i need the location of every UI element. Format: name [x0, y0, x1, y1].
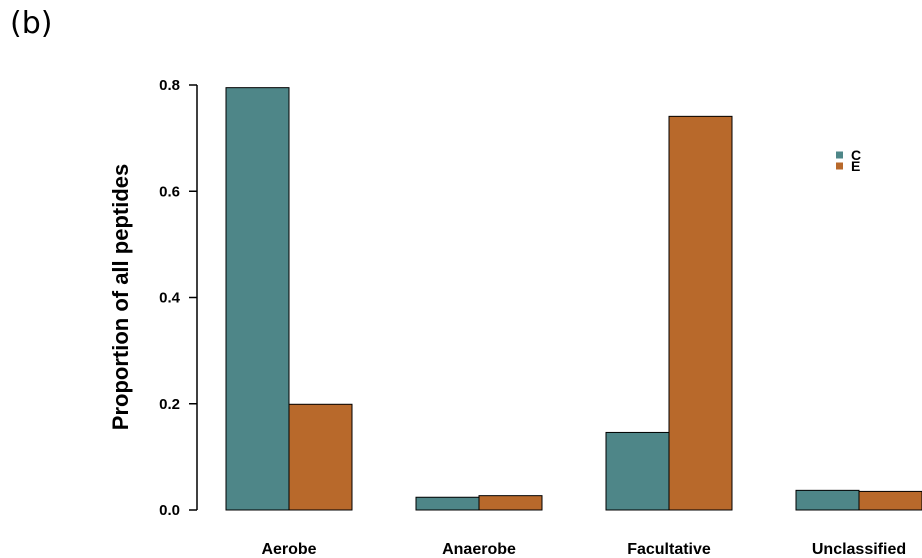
bar-facultative-c	[605, 431, 670, 511]
legend: CE	[836, 147, 861, 174]
y-axis: 0.0 0.2 0.4 0.6 0.8	[159, 77, 198, 519]
legend-swatch-e	[836, 162, 843, 170]
y-tick-label: 0.2	[159, 396, 180, 413]
x-category-label: Aerobe	[261, 541, 316, 558]
bar-aerobe-c	[225, 87, 290, 511]
panel-label: (b)	[10, 6, 53, 41]
bar-anaerobe-c	[415, 496, 480, 511]
x-category-label: Unclassified	[812, 541, 906, 558]
bar-facultative-e	[668, 115, 733, 511]
y-tick-label: 0.0	[159, 502, 180, 519]
y-tick-label: 0.4	[159, 290, 181, 307]
x-axis-labels: Aerobe Anaerobe Facultative Unclassified	[261, 541, 906, 558]
bars-group	[225, 87, 922, 511]
legend-label: C	[851, 147, 861, 163]
legend-swatch-c	[836, 151, 843, 159]
bar-aerobe-e	[288, 403, 353, 511]
x-category-label: Facultative	[627, 541, 711, 558]
legend-label: E	[851, 158, 860, 174]
y-tick-label: 0.6	[159, 183, 180, 200]
x-category-label: Anaerobe	[442, 541, 516, 558]
bar-unclassified-e	[858, 490, 922, 511]
y-axis-title: Proportion of all peptides	[108, 164, 133, 430]
bar-anaerobe-e	[478, 495, 543, 511]
bar-unclassified-c	[795, 489, 860, 511]
y-tick-label: 0.8	[159, 77, 180, 94]
